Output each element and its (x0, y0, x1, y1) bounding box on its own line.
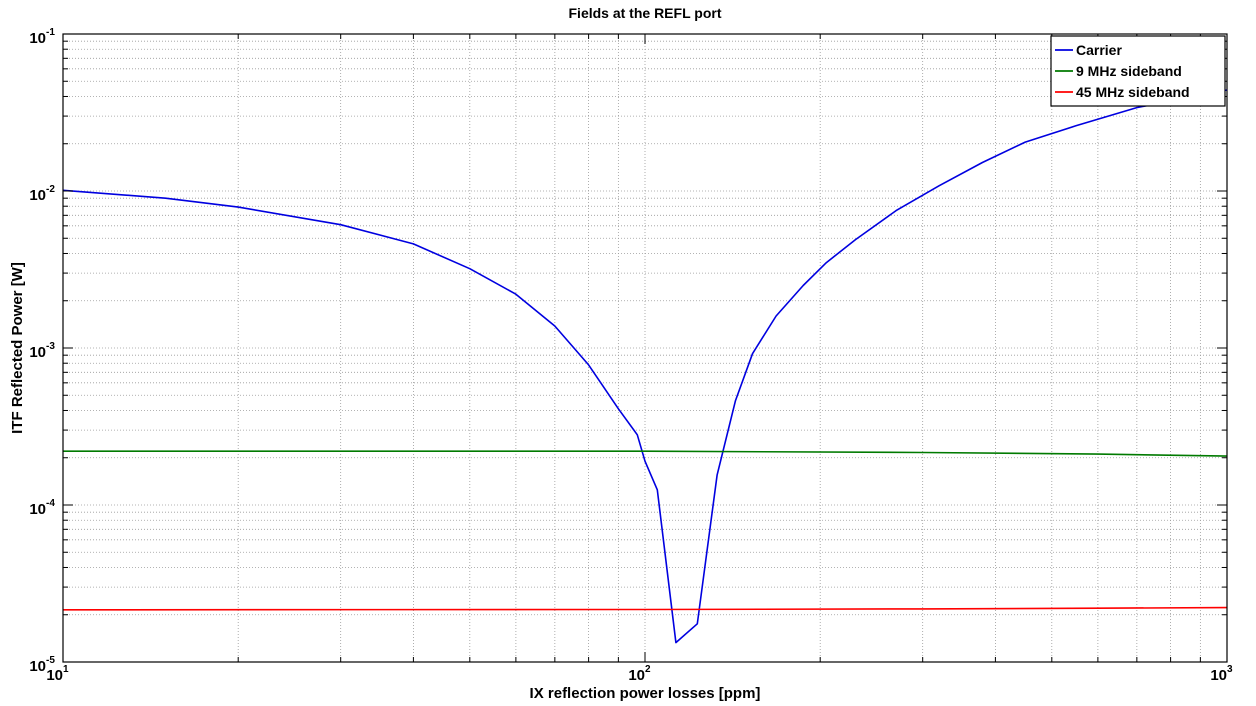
legend-box (1050, 35, 1226, 107)
y-tick-exponent: -5 (46, 655, 55, 666)
y-tick-base: 10 (29, 344, 46, 361)
y-tick-base: 10 (29, 187, 46, 204)
y-tick-exponent: -2 (46, 184, 55, 195)
y-axis-label: ITF Reflected Power [W] (9, 262, 26, 434)
y-tick-exponent: -3 (46, 341, 55, 352)
y-tick-label: 10 -3 (29, 341, 55, 361)
x-tick-label: 10 1 (46, 664, 69, 684)
y-tick-exponent: -1 (46, 27, 55, 38)
legend: Carrier 9 MHz sideband 45 MHz sideband (1050, 35, 1226, 107)
legend-label-0: Carrier (1076, 42, 1122, 58)
x-tick-label: 10 2 (628, 664, 651, 684)
x-axis-label: IX reflection power losses [ppm] (530, 685, 761, 702)
legend-label-1: 9 MHz sideband (1076, 63, 1182, 79)
x-tick-base: 10 (46, 667, 63, 684)
legend-label-2: 45 MHz sideband (1076, 84, 1190, 100)
y-tick-exponent: -4 (46, 498, 55, 509)
y-tick-base: 10 (29, 501, 46, 518)
series-line-1 (63, 450, 1228, 457)
y-tick-base: 10 (29, 658, 46, 675)
series-line-2 (62, 606, 1228, 611)
x-tick-base: 10 (1210, 667, 1227, 684)
y-tick-label: 10 -5 (29, 655, 55, 675)
x-tick-labels: 10 1 10 2 10 3 (46, 664, 1233, 684)
x-tick-exponent: 3 (1227, 664, 1233, 675)
series-line-0 (62, 89, 1228, 644)
plot-lines (62, 89, 1228, 644)
y-tick-label: 10 -2 (29, 184, 55, 204)
x-tick-exponent: 1 (63, 664, 69, 675)
y-tick-labels: 10-510-410-310-210-1 (29, 27, 55, 675)
x-tick-base: 10 (628, 667, 645, 684)
x-tick-label: 10 3 (1210, 664, 1233, 684)
y-tick-base: 10 (29, 30, 46, 47)
chart-title: Fields at the REFL port (569, 5, 722, 21)
y-tick-label: 10 -1 (29, 27, 55, 47)
x-tick-exponent: 2 (645, 664, 651, 675)
y-tick-label: 10 -4 (29, 498, 55, 518)
